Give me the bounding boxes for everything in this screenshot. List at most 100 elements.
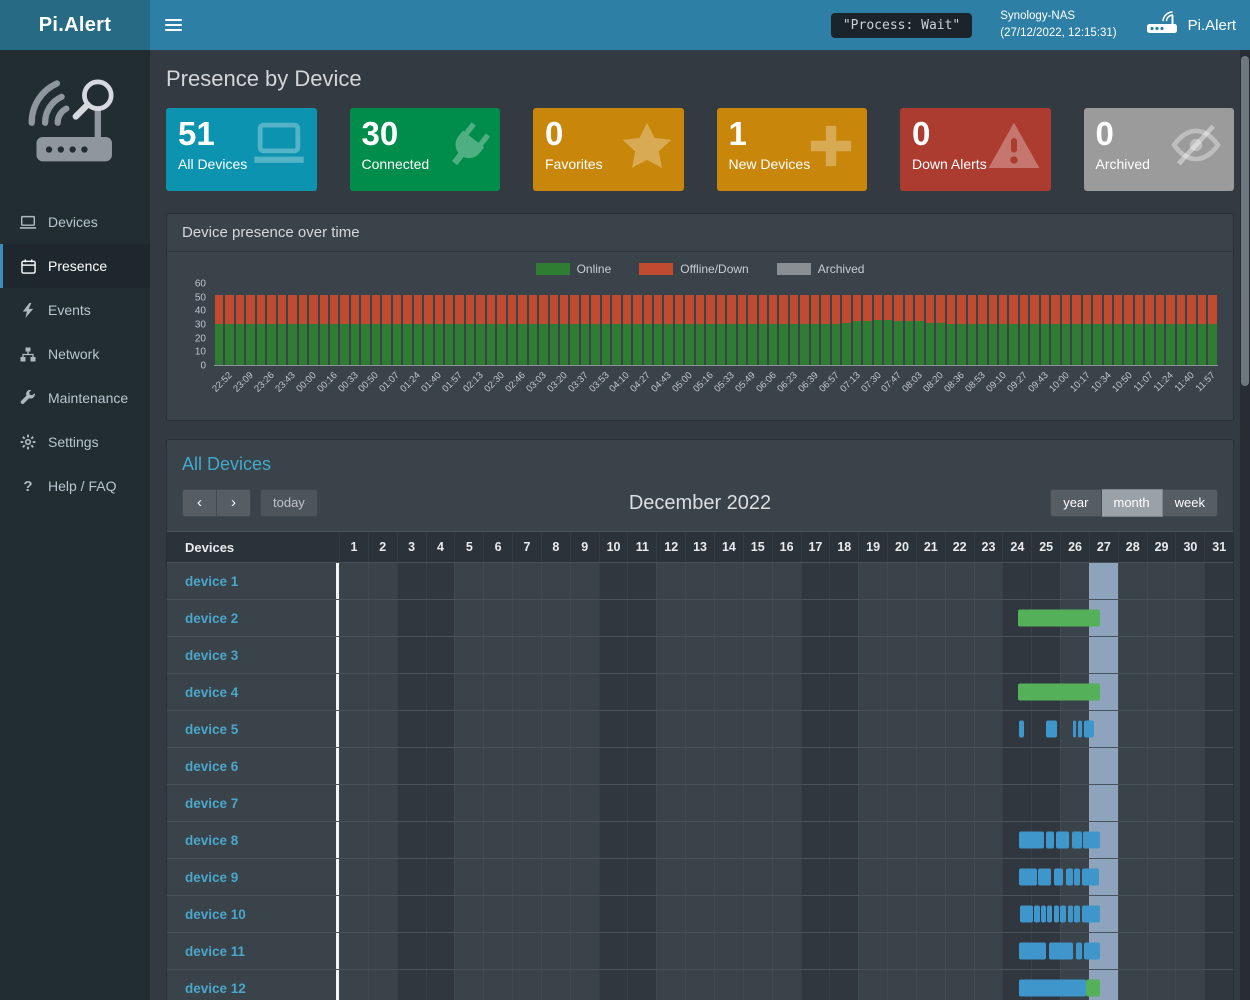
day-cell (915, 859, 945, 896)
day-cell (569, 748, 599, 785)
day-cell (915, 711, 945, 748)
day-cell (887, 970, 916, 1000)
chart-bar (664, 295, 673, 365)
view-year-button[interactable]: year (1050, 489, 1102, 518)
day-cell (367, 970, 397, 1000)
day-cell (713, 748, 743, 785)
day-cell (915, 785, 945, 822)
router-icon (1145, 11, 1179, 39)
day-cell (858, 859, 887, 896)
stat-card-connected: 30 Connected (349, 108, 500, 191)
next-month-button[interactable]: › (217, 489, 251, 518)
device-link[interactable]: device 4 (185, 684, 239, 700)
day-cell (685, 748, 714, 785)
day-cell (944, 637, 974, 674)
chart-bar (695, 295, 705, 365)
day-cell (512, 711, 541, 748)
day-cell (800, 933, 830, 970)
presence-segment (1018, 609, 1101, 627)
day-cell (569, 896, 599, 933)
day-header-25: 25 (1031, 532, 1060, 563)
day-cell (512, 563, 541, 600)
day-cell (483, 896, 512, 933)
scrollbar-thumb[interactable] (1241, 56, 1249, 386)
sidebar-item-events[interactable]: Events (0, 288, 150, 332)
day-cell (1002, 563, 1032, 600)
chart-bar (779, 295, 788, 365)
day-cell (627, 822, 657, 859)
day-cell (569, 933, 599, 970)
day-cell (771, 896, 801, 933)
chart-bar (591, 295, 600, 365)
stat-label: Connected (361, 155, 430, 172)
day-cell (1175, 748, 1204, 785)
day-cell (569, 563, 599, 600)
day-cell (656, 933, 685, 970)
device-link[interactable]: device 8 (185, 832, 239, 848)
sidebar-item-presence[interactable]: Presence (0, 244, 150, 288)
day-cell (656, 859, 685, 896)
device-link[interactable]: device 11 (185, 943, 246, 959)
day-cell (858, 711, 887, 748)
prev-month-button[interactable]: ‹ (182, 489, 217, 518)
day-cell (887, 637, 916, 674)
day-cell (800, 822, 830, 859)
device-link[interactable]: device 3 (185, 647, 239, 663)
device-link[interactable]: device 9 (185, 869, 239, 885)
chart-bar (424, 295, 433, 365)
day-cell (1117, 785, 1147, 822)
sidebar-item-devices[interactable]: Devices (0, 200, 150, 244)
day-cell (396, 563, 426, 600)
day-cell (627, 748, 657, 785)
chart-bars (214, 284, 1218, 366)
device-link[interactable]: device 2 (185, 610, 239, 626)
sidebar-item-network[interactable]: Network (0, 332, 150, 376)
day-cell (1117, 637, 1147, 674)
stat-cards: 51 All Devices 30 Connected 0 Favorites … (166, 108, 1234, 191)
day-cell (1204, 674, 1234, 711)
day-cell (800, 563, 830, 600)
device-timeline (339, 822, 1234, 859)
day-cell (1060, 711, 1089, 748)
stat-value: 1 (728, 115, 747, 152)
device-row: device 5 (167, 710, 1234, 748)
device-link[interactable]: device 10 (185, 906, 246, 922)
hamburger-menu-icon[interactable] (150, 0, 196, 50)
chart-bar (371, 295, 381, 365)
device-link[interactable]: device 12 (185, 980, 246, 996)
calendar-day-header: 1 2 3 4 5 6 7 8 9 10 11 12 13 14 15 16 17 18 19 20 21 22 23 24 2… (339, 532, 1233, 563)
day-header-22: 22 (944, 532, 974, 563)
device-row: device 2 (167, 599, 1234, 637)
device-link[interactable]: device 1 (185, 573, 239, 589)
day-cell (771, 933, 801, 970)
day-cell (396, 674, 426, 711)
sidebar-item-help[interactable]: ? Help / FAQ (0, 464, 150, 508)
chart-bar (215, 295, 224, 365)
presence-segment (1071, 831, 1082, 849)
view-month-button[interactable]: month (1101, 489, 1163, 518)
day-cell (425, 563, 455, 600)
chart-bar (298, 295, 308, 365)
view-week-button[interactable]: week (1162, 489, 1218, 518)
day-cell (656, 822, 685, 859)
device-link[interactable]: device 7 (185, 795, 239, 811)
chart-bar (936, 295, 945, 365)
day-cell (367, 933, 397, 970)
chart-bar (622, 295, 632, 365)
day-cell (887, 896, 916, 933)
sidebar-item-settings[interactable]: Settings (0, 420, 150, 464)
stat-value: 0 (1095, 115, 1114, 152)
sidebar-item-maintenance[interactable]: Maintenance (0, 376, 150, 420)
day-cell (339, 637, 368, 674)
legend-swatch (535, 263, 570, 275)
today-button[interactable]: today (260, 489, 318, 518)
day-cell (887, 711, 916, 748)
chart-bar (570, 295, 579, 365)
day-cell (598, 896, 628, 933)
day-cell (1117, 933, 1147, 970)
day-cell (425, 859, 455, 896)
device-link[interactable]: device 6 (185, 758, 239, 774)
device-link[interactable]: device 5 (185, 721, 239, 737)
day-cell (973, 600, 1003, 637)
day-header-7: 7 (512, 532, 541, 563)
